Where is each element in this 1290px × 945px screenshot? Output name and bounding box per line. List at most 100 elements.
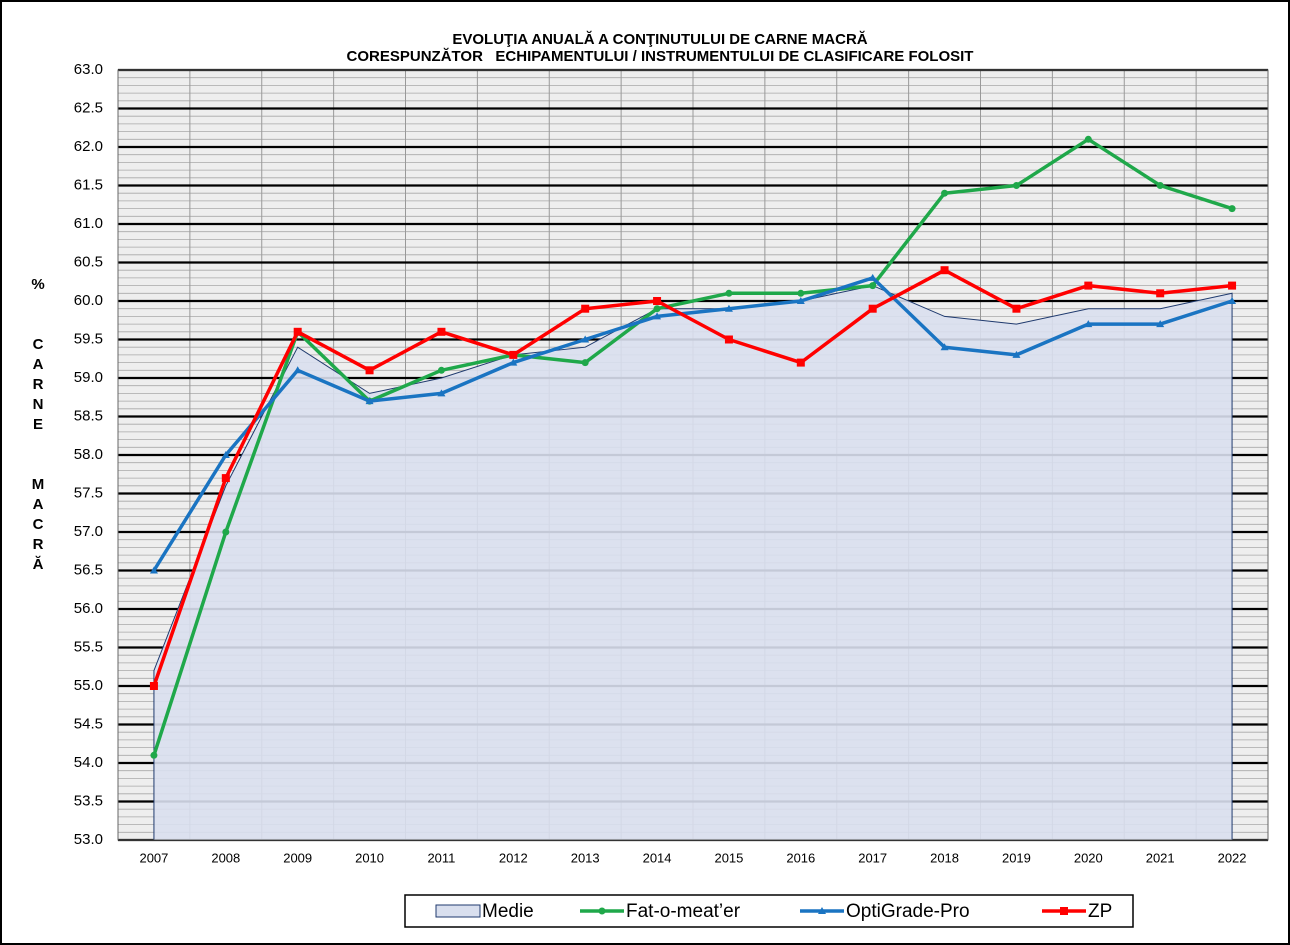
marker — [1012, 304, 1021, 313]
marker — [509, 350, 518, 359]
y-tick-label: 53.5 — [74, 792, 103, 809]
y-tick-label: 61.5 — [74, 176, 103, 193]
marker — [941, 189, 949, 197]
marker — [437, 327, 446, 336]
marker — [818, 907, 826, 914]
marker — [1012, 350, 1021, 358]
y-tick-label: 62.0 — [74, 138, 103, 155]
marker — [797, 289, 805, 297]
marker — [796, 358, 805, 367]
y-tick-label: 53.0 — [74, 831, 103, 848]
x-tick-label: 2011 — [427, 850, 455, 865]
marker — [940, 266, 949, 275]
marker — [365, 397, 374, 405]
marker — [653, 297, 662, 305]
y-tick-label: 60.0 — [74, 292, 103, 309]
y-tick-label: 54.5 — [74, 715, 103, 732]
marker — [221, 451, 230, 458]
marker — [724, 335, 733, 344]
y-tick-label: 55.0 — [74, 677, 103, 694]
y-tick-label: 63.0 — [74, 61, 103, 78]
x-tick-label: 2018 — [930, 850, 959, 865]
marker — [1228, 281, 1237, 290]
marker — [940, 343, 949, 351]
marker — [868, 273, 877, 281]
legend-item: ZP — [1042, 901, 1112, 922]
y-axis-label-char: M — [32, 476, 45, 493]
y-axis-label-char: A — [33, 496, 44, 513]
x-tick-label: 2020 — [1074, 850, 1103, 865]
y-tick-label: 58.0 — [74, 446, 103, 463]
y-axis-label-char: E — [33, 416, 43, 433]
marker — [1084, 135, 1092, 143]
y-tick-label: 62.5 — [74, 99, 103, 116]
marker — [221, 474, 230, 483]
legend-label: OptiGrade-Pro — [846, 901, 970, 922]
line — [152, 268, 1233, 687]
y-tick-label: 57.5 — [74, 484, 103, 501]
x-tick-label: 2015 — [714, 850, 743, 865]
marker — [653, 312, 662, 320]
legend-item: OptiGrade-Pro — [800, 901, 970, 922]
marker — [1156, 289, 1165, 298]
x-tick-label: 2008 — [211, 850, 240, 865]
y-tick-label: 56.0 — [74, 600, 103, 617]
x-tick-label: 2016 — [786, 850, 815, 865]
y-axis-label-char: Ă — [33, 556, 44, 573]
y-tick-label: 60.5 — [74, 253, 103, 270]
x-tick-label: 2019 — [1002, 850, 1031, 865]
y-tick-label: 54.0 — [74, 754, 103, 771]
y-axis-label-char: A — [33, 356, 44, 373]
marker — [581, 304, 590, 313]
plot-border — [117, 69, 1269, 841]
legend-label: Fat-o-meat’er — [626, 901, 741, 922]
x-tick-label: 2017 — [858, 850, 887, 865]
marker — [149, 566, 158, 574]
marker — [1084, 320, 1093, 328]
y-axis-label-char: N — [33, 396, 44, 413]
marker — [1156, 182, 1164, 189]
marker — [1060, 907, 1068, 915]
x-tick-label: 2010 — [355, 850, 384, 865]
marker — [1156, 320, 1165, 328]
marker — [149, 682, 158, 690]
y-tick-label: 61.0 — [74, 215, 103, 232]
y-axis-label-char: R — [33, 376, 44, 393]
line — [152, 276, 1233, 572]
y-tick-label: 57.0 — [74, 523, 103, 540]
y-axis-label-char: C — [33, 516, 44, 533]
chart-title: EVOLUŢIA ANUALĂ A CONŢINUTULUI DE CARNE … — [452, 31, 867, 48]
marker — [437, 366, 445, 374]
x-tick-label: 2012 — [499, 850, 528, 865]
y-axis-label-char: C — [33, 336, 44, 353]
y-tick-label: 55.5 — [74, 638, 103, 655]
chart-subtitle: CORESPUNZĂTOR ECHIPAMENTULUI / INSTRUMEN… — [347, 48, 974, 65]
marker — [725, 289, 733, 297]
marker — [222, 528, 230, 536]
y-axis-label-char: R — [33, 536, 44, 553]
y-tick-label: 58.5 — [74, 407, 103, 424]
marker — [150, 751, 158, 759]
marker — [437, 389, 446, 397]
y-tick-label: 59.0 — [74, 369, 103, 386]
marker — [1228, 205, 1236, 213]
area — [153, 285, 1233, 841]
legend-label: Medie — [482, 901, 534, 922]
x-tick-label: 2021 — [1146, 850, 1175, 865]
x-tick-label: 2013 — [571, 850, 600, 865]
x-tick-label: 2007 — [139, 850, 168, 865]
marker — [653, 305, 661, 313]
y-axis-label-char: % — [31, 276, 44, 293]
marker — [724, 304, 733, 312]
x-tick-label: 2009 — [283, 850, 312, 865]
line — [152, 137, 1233, 756]
marker — [293, 366, 302, 374]
marker — [796, 297, 805, 304]
legend-item: Fat-o-meat’er — [580, 901, 741, 922]
legend-label: ZP — [1088, 901, 1112, 922]
y-tick-label: 59.5 — [74, 330, 103, 347]
marker — [1012, 182, 1020, 189]
marker — [869, 282, 877, 290]
marker — [1228, 297, 1237, 304]
marker — [598, 907, 606, 915]
